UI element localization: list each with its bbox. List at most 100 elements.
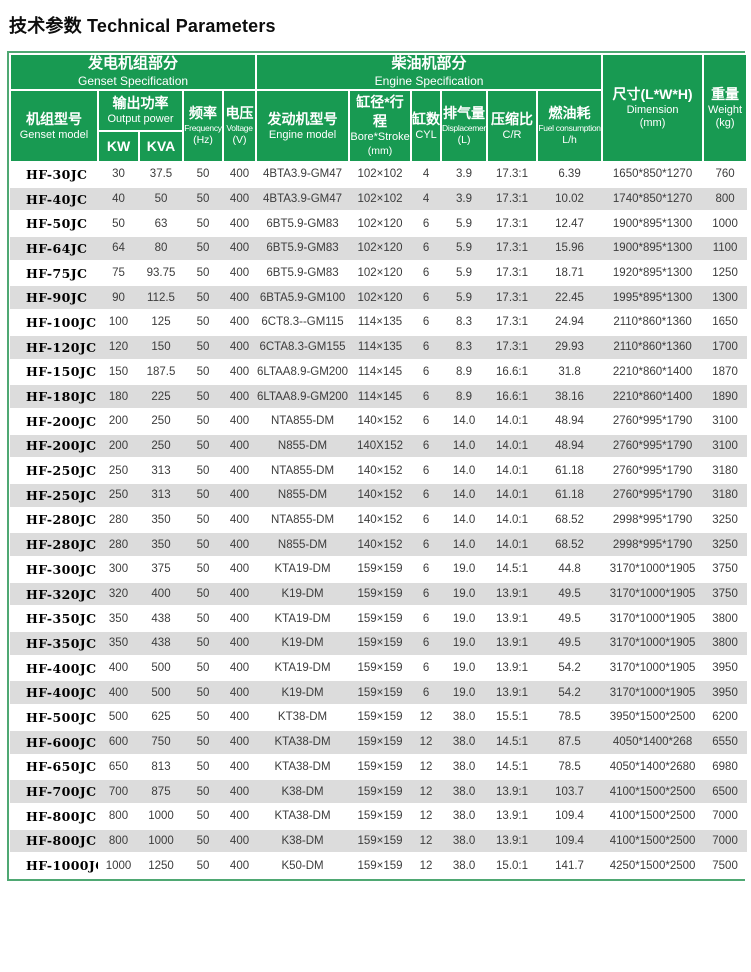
genset-model-label-zh: 机组型号 — [26, 110, 82, 127]
frequency-cell: 50 — [183, 705, 223, 731]
parameters-table-wrap: 发电机组部分 Genset Specification 柴油机部分 Engine… — [7, 51, 749, 881]
table-row: HF-320JC 320 400 50 400 K19-DM 159×159 6… — [10, 581, 748, 608]
kw-cell: 100 — [98, 310, 139, 336]
engine-model-label-en: Engine model — [268, 128, 337, 141]
cyl-cell: 12 — [411, 705, 442, 731]
displacement-cell: 14.0 — [441, 507, 488, 534]
cyl-cell: 6 — [411, 433, 442, 460]
cyl-cell: 6 — [411, 334, 442, 361]
output-power-label-en: Output power — [107, 113, 174, 126]
kva-cell: 313 — [139, 482, 183, 509]
engine-model-cell: KT38-DM — [256, 705, 350, 731]
displacement-cell: 5.9 — [441, 260, 488, 287]
cyl-cell: 6 — [411, 557, 442, 583]
genset-model-label-en: Genset model — [19, 128, 89, 141]
dimension-cell: 2110*860*1360 — [602, 310, 704, 336]
dimension-cell: 4100*1500*2500 — [602, 803, 704, 830]
table-row: HF-700JC 700 875 50 400 K38-DM 159×159 1… — [10, 779, 748, 805]
voltage-cell: 400 — [223, 631, 257, 657]
frequency-cell: 50 — [183, 557, 223, 583]
voltage-cell: 400 — [223, 581, 257, 608]
compression-cell: 17.3:1 — [487, 260, 538, 287]
kw-cell: 200 — [98, 433, 139, 460]
table-row: HF-500JC 500 625 50 400 KT38-DM 159×159 … — [10, 705, 748, 731]
weight-cell: 1300 — [703, 285, 748, 312]
genset-model-cell: HF-800JC — [10, 803, 98, 830]
cyl-cell: 12 — [411, 853, 442, 879]
genset-model-cell: HF-100JC — [10, 310, 98, 336]
frequency-cell: 50 — [183, 631, 223, 657]
table-row: HF-600JC 600 750 50 400 KTA38-DM 159×159… — [10, 729, 748, 756]
fuel-cell: 61.18 — [537, 482, 603, 509]
weight-cell: 6200 — [703, 705, 748, 731]
cyl-cell: 12 — [411, 828, 442, 855]
dimension-cell: 2760*995*1790 — [602, 433, 704, 460]
cyl-cell: 6 — [411, 458, 442, 484]
cyl-label-zh: 缸数 — [412, 110, 441, 127]
frequency-cell: 50 — [183, 458, 223, 484]
kw-cell: 320 — [98, 581, 139, 608]
compression-cell: 13.9:1 — [487, 828, 538, 855]
dimension-cell: 2110*860*1360 — [602, 334, 704, 361]
engine-model-cell: NTA855-DM — [256, 507, 350, 534]
frequency-cell: 50 — [183, 408, 223, 435]
genset-model-cell: HF-350JC — [10, 631, 98, 657]
voltage-cell: 400 — [223, 211, 257, 238]
fuel-cell: 38.16 — [537, 384, 603, 410]
voltage-label-en: Voltage — [226, 123, 253, 134]
fuel-unit: L/h — [562, 134, 577, 147]
table-row: HF-180JC 180 225 50 400 6LTAA8.9-GM200 1… — [10, 384, 748, 410]
bore-stroke-cell: 159×159 — [349, 853, 412, 879]
displacement-cell: 19.0 — [441, 631, 488, 657]
weight-cell: 3100 — [703, 433, 748, 460]
fuel-cell: 68.52 — [537, 507, 603, 534]
engine-model-cell: K19-DM — [256, 581, 350, 608]
cyl-cell: 6 — [411, 260, 442, 287]
compression-cell: 15.5:1 — [487, 705, 538, 731]
fuel-cell: 15.96 — [537, 236, 603, 262]
cyl-cell: 4 — [411, 186, 442, 213]
weight-cell: 1000 — [703, 211, 748, 238]
kva-cell: 1000 — [139, 803, 183, 830]
weight-cell: 3180 — [703, 482, 748, 509]
voltage-cell: 400 — [223, 359, 257, 386]
genset-model-cell: HF-400JC — [10, 680, 98, 707]
bore-stroke-cell: 159×159 — [349, 655, 412, 682]
compression-cell: 14.0:1 — [487, 482, 538, 509]
displacement-cell: 8.3 — [441, 310, 488, 336]
compression-cell: 13.9:1 — [487, 680, 538, 707]
engine-model-cell: KTA19-DM — [256, 606, 350, 633]
compression-cell: 17.3:1 — [487, 334, 538, 361]
engine-model-cell: 6LTAA8.9-GM200 — [256, 384, 350, 410]
frequency-cell: 50 — [183, 285, 223, 312]
fuel-cell: 78.5 — [537, 705, 603, 731]
table-row: HF-650JC 650 813 50 400 KTA38-DM 159×159… — [10, 754, 748, 781]
fuel-cell: 6.39 — [537, 162, 603, 188]
engine-model-cell: K19-DM — [256, 680, 350, 707]
compression-cell: 14.5:1 — [487, 729, 538, 756]
table-row: HF-50JC 50 63 50 400 6BT5.9-GM83 102×120… — [10, 211, 748, 238]
displacement-cell: 38.0 — [441, 754, 488, 781]
compression-cell: 17.3:1 — [487, 236, 538, 262]
weight-cell: 760 — [703, 162, 748, 188]
table-row: HF-90JC 90 112.5 50 400 6BTA5.9-GM100 10… — [10, 285, 748, 312]
engine-model-cell: K38-DM — [256, 828, 350, 855]
weight-cell: 3800 — [703, 631, 748, 657]
header-voltage: 电压 Voltage (V) — [221, 89, 258, 163]
table-row: HF-1000JC 1000 1250 50 400 K50-DM 159×15… — [10, 853, 748, 879]
cyl-cell: 6 — [411, 408, 442, 435]
kw-cell: 400 — [98, 655, 139, 682]
genset-model-cell: HF-500JC — [10, 705, 98, 731]
parameters-table: 发电机组部分 Genset Specification 柴油机部分 Engine… — [8, 53, 749, 879]
kva-cell: 1250 — [139, 853, 183, 879]
fuel-cell: 141.7 — [537, 853, 603, 879]
frequency-cell: 50 — [183, 507, 223, 534]
compression-cell: 13.9:1 — [487, 803, 538, 830]
kw-cell: 800 — [98, 828, 139, 855]
kw-cell: 64 — [98, 236, 139, 262]
compression-label-zh: 压缩比 — [491, 110, 534, 127]
kva-cell: 250 — [139, 408, 183, 435]
cyl-cell: 12 — [411, 754, 442, 781]
frequency-cell: 50 — [183, 655, 223, 682]
dimension-cell: 3170*1000*1905 — [602, 631, 704, 657]
